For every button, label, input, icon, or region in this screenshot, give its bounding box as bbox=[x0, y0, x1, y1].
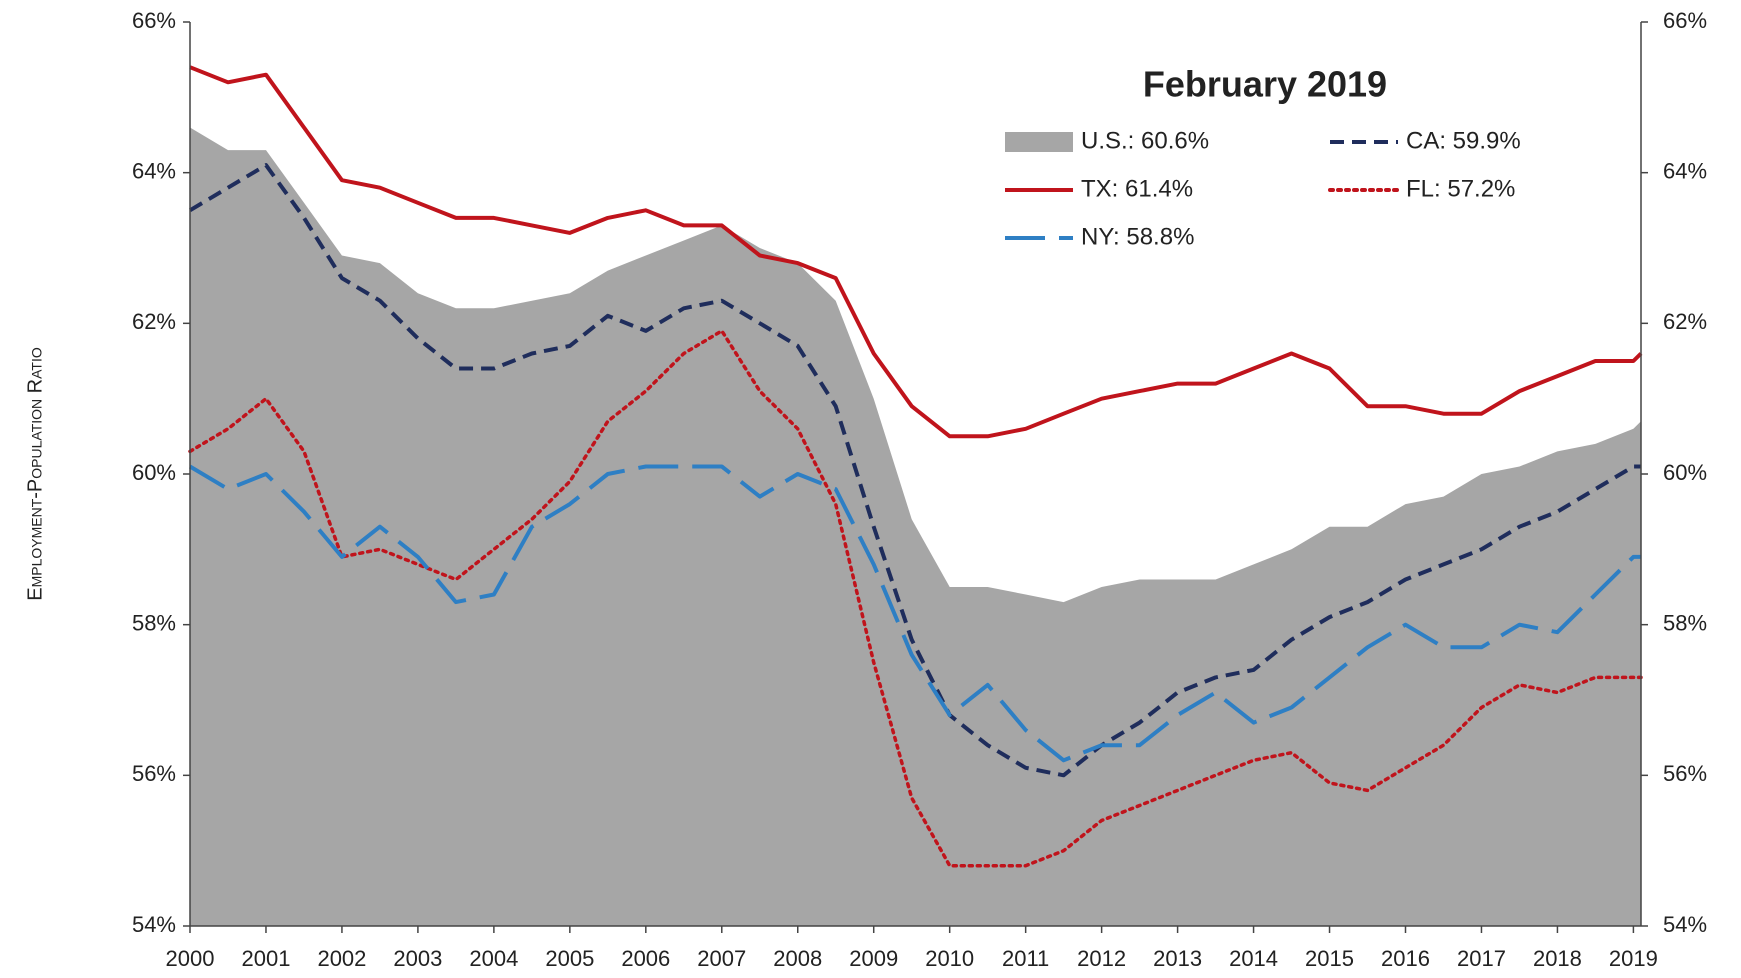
y-tick-label: 62% bbox=[132, 309, 176, 334]
line bbox=[189, 65, 1643, 439]
y-tick-label: 64% bbox=[132, 158, 176, 183]
legend-label: CA: 59.9% bbox=[1406, 127, 1521, 154]
legend-label: U.S.: 60.6% bbox=[1081, 127, 1209, 154]
x-tick-label: 2003 bbox=[393, 946, 442, 971]
x-tick-label: 2013 bbox=[1153, 946, 1202, 971]
y2-tick-label: 66% bbox=[1663, 8, 1707, 33]
legend-label: TX: 61.4% bbox=[1081, 175, 1193, 202]
y-tick-label: 54% bbox=[132, 912, 176, 937]
y2-tick-label: 54% bbox=[1663, 912, 1707, 937]
legend-label: NY: 58.8% bbox=[1081, 223, 1194, 250]
x-tick-label: 2011 bbox=[1002, 946, 1049, 971]
x-tick-label: 2005 bbox=[545, 946, 594, 971]
x-tick-label: 2012 bbox=[1077, 946, 1126, 971]
line bbox=[188, 329, 1643, 868]
x-tick-label: 2016 bbox=[1381, 946, 1430, 971]
y-tick-label: 66% bbox=[132, 8, 176, 33]
y-axis-label: Employment-Population Ratio bbox=[24, 347, 46, 601]
x-tick-label: 2007 bbox=[697, 946, 746, 971]
x-tick-label: 2010 bbox=[925, 946, 974, 971]
area bbox=[190, 127, 1641, 926]
x-tick-label: 2017 bbox=[1457, 946, 1506, 971]
x-tick-label: 2019 bbox=[1609, 946, 1658, 971]
line bbox=[188, 163, 1641, 778]
legend-label: FL: 57.2% bbox=[1406, 175, 1515, 202]
y2-tick-label: 64% bbox=[1663, 158, 1707, 183]
y-tick-label: 56% bbox=[132, 761, 176, 786]
legend-item: U.S.: 60.6% bbox=[1005, 127, 1209, 154]
x-tick-label: 2000 bbox=[166, 946, 215, 971]
x-tick-label: 2004 bbox=[469, 946, 518, 971]
legend-item: NY: 58.8% bbox=[1005, 223, 1194, 250]
x-tick-label: 2018 bbox=[1533, 946, 1582, 971]
legend-item: TX: 61.4% bbox=[1005, 175, 1193, 202]
y2-tick-label: 60% bbox=[1663, 460, 1707, 485]
x-tick-label: 2014 bbox=[1229, 946, 1278, 971]
x-tick-label: 2008 bbox=[773, 946, 822, 971]
y-tick-label: 58% bbox=[132, 610, 176, 635]
legend-item: CA: 59.9% bbox=[1330, 127, 1521, 154]
x-tick-label: 2002 bbox=[317, 946, 366, 971]
plot-area bbox=[188, 65, 1643, 926]
y-tick-label: 60% bbox=[132, 460, 176, 485]
x-tick-label: 2009 bbox=[849, 946, 898, 971]
x-tick-label: 2001 bbox=[241, 946, 290, 971]
y2-tick-label: 56% bbox=[1663, 761, 1707, 786]
chart-title: February 2019 bbox=[1143, 64, 1387, 105]
y2-tick-label: 58% bbox=[1663, 610, 1707, 635]
x-tick-label: 2015 bbox=[1305, 946, 1354, 971]
legend-item: FL: 57.2% bbox=[1328, 175, 1515, 202]
x-tick-label: 2006 bbox=[621, 946, 670, 971]
line bbox=[188, 464, 1641, 763]
legend-swatch bbox=[1005, 132, 1073, 152]
y2-tick-label: 62% bbox=[1663, 309, 1707, 334]
